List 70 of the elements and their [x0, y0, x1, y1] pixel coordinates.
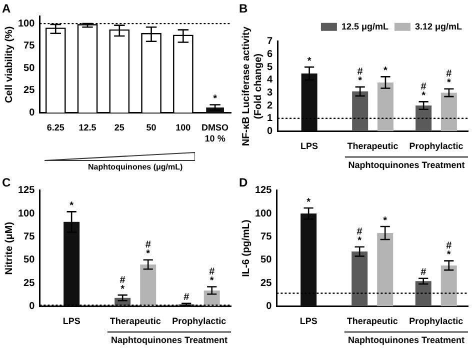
- data-label: *: [383, 215, 388, 226]
- y-tick-label: 2: [267, 100, 273, 112]
- x-axis-title: Naphtoquinones Treatment: [348, 160, 465, 170]
- y-tick-label: 5: [267, 62, 273, 73]
- x-tick-label: 100: [176, 122, 191, 133]
- x-tick-label: Prophylactic: [172, 316, 226, 326]
- data-label: *: [306, 196, 311, 208]
- x-tick-label: LPS: [300, 316, 318, 326]
- x-tick-label: 50: [146, 122, 156, 133]
- x-tick-label: DMSO 10 %: [202, 122, 229, 144]
- y-tick-label: 7: [267, 36, 273, 48]
- y-axis-title: Nitrite (μM): [4, 222, 15, 275]
- y-tick-label: 100: [18, 208, 36, 220]
- data-label: *: [384, 65, 388, 76]
- chart-title: C: [2, 176, 11, 190]
- y-tick-label: 25: [24, 85, 36, 96]
- data-label: *: [70, 200, 74, 212]
- data-label: # *: [145, 240, 152, 260]
- y-tick-label: 50: [24, 62, 36, 74]
- y-tick-label: 75: [24, 40, 36, 52]
- data-label: # *: [209, 266, 216, 286]
- x-tick-label: Therapeutic: [110, 316, 161, 326]
- x-tick-label: LPS: [62, 316, 80, 326]
- y-tick-label: 25: [24, 278, 36, 289]
- y-tick-label: 50: [24, 254, 36, 266]
- x-tick-label: Therapeutic: [346, 316, 398, 326]
- chart-title: B: [239, 2, 248, 16]
- y-tick-label: 0: [267, 126, 273, 137]
- data-label: # *: [446, 68, 452, 89]
- x-tick-label: 12.5: [78, 122, 96, 133]
- chart-title: A: [2, 2, 11, 16]
- x-tick-label: LPS: [300, 141, 318, 152]
- data-label: *: [307, 56, 312, 67]
- y-axis-title: NF-κB Luciferase activity (Fold change): [240, 26, 264, 146]
- legend-label: 3.12 μg/mL: [414, 21, 462, 32]
- data-label: # *: [356, 226, 363, 247]
- x-tick-label: Prophylactic: [409, 141, 464, 152]
- y-axis-title: Cell viability (%): [4, 26, 15, 103]
- y-tick-label: 100: [254, 208, 272, 220]
- y-tick-label: 6: [267, 48, 273, 60]
- y-tick-label: 0: [29, 108, 36, 119]
- y-tick-label: 1: [267, 113, 273, 124]
- y-tick-label: 0: [266, 300, 272, 312]
- y-tick-label: 125: [18, 185, 36, 196]
- x-axis-title: Naphtoquinones Treatment: [110, 334, 228, 345]
- x-tick-label: Therapeutic: [347, 141, 398, 152]
- x-tick-label: 6.25: [46, 122, 64, 133]
- y-tick-label: 4: [267, 74, 273, 86]
- y-tick-label: 0: [29, 300, 36, 312]
- y-tick-label: 100: [18, 18, 36, 30]
- x-axis-title: Naphtoquinones Treatment: [348, 334, 464, 345]
- y-tick-label: 3: [267, 87, 273, 98]
- chart-title: D: [239, 176, 248, 190]
- data-label: # *: [357, 66, 364, 87]
- data-label: #: [420, 267, 427, 278]
- data-label: # *: [446, 240, 452, 261]
- data-label: # *: [420, 81, 427, 102]
- data-label: #: [184, 292, 190, 304]
- y-tick-label: 125: [254, 185, 272, 196]
- data-label: # *: [120, 274, 126, 295]
- y-tick-label: 50: [260, 254, 272, 266]
- data-label: *: [213, 94, 218, 105]
- y-tick-label: 75: [260, 231, 272, 242]
- y-axis-title: IL-6 (pg/mL): [240, 220, 252, 277]
- x-axis-title: Naphtoquinones (μg/mL): [88, 162, 183, 172]
- y-tick-label: 25: [260, 278, 272, 289]
- x-tick-label: Prophylactic: [409, 316, 464, 326]
- x-tick-label: 25: [114, 122, 124, 133]
- legend-label: 12.5 μg/mL: [341, 21, 389, 32]
- y-tick-label: 75: [24, 231, 36, 242]
